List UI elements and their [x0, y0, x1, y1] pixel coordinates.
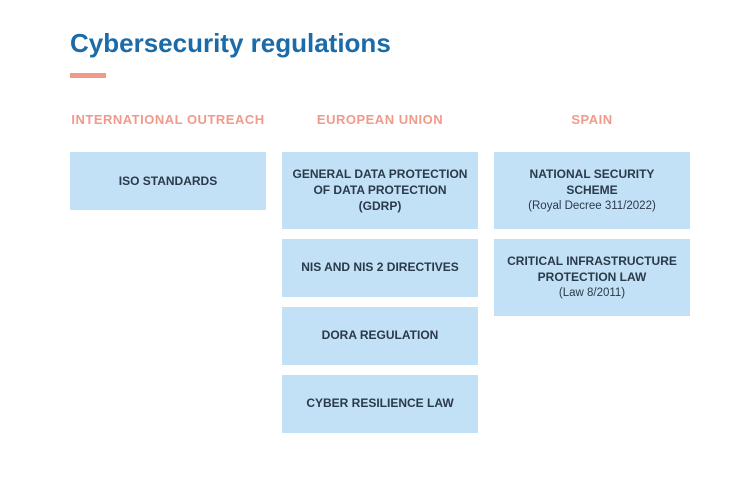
column-header-international: INTERNATIONAL OUTREACH — [70, 98, 266, 142]
regulation-sub: (Law 8/2011) — [559, 286, 625, 302]
column-header-spain: SPAIN — [494, 98, 690, 142]
column-header-eu: EUROPEAN UNION — [282, 98, 478, 142]
regulation-main: NATIONAL SECURITY SCHEME — [504, 166, 680, 198]
regulation-box: CYBER RESILIENCE LAW — [282, 375, 478, 433]
regulation-main: DORA REGULATION — [322, 327, 439, 343]
regulation-box: NATIONAL SECURITY SCHEME (Royal Decree 3… — [494, 152, 690, 229]
column-international: INTERNATIONAL OUTREACH ISO STANDARDS — [70, 98, 266, 443]
regulation-main: CRITICAL INFRASTRUCTURE PROTECTION LAW — [504, 253, 680, 285]
regulation-box: GENERAL DATA PROTECTION OF DATA PROTECTI… — [282, 152, 478, 229]
regulation-main: NIS AND NIS 2 DIRECTIVES — [301, 259, 459, 275]
regulation-main: ISO STANDARDS — [119, 173, 217, 189]
regulation-main: GENERAL DATA PROTECTION OF DATA PROTECTI… — [292, 166, 468, 215]
columns-container: INTERNATIONAL OUTREACH ISO STANDARDS EUR… — [70, 98, 690, 443]
regulation-box: DORA REGULATION — [282, 307, 478, 365]
regulation-box: CRITICAL INFRASTRUCTURE PROTECTION LAW (… — [494, 239, 690, 316]
regulation-box: NIS AND NIS 2 DIRECTIVES — [282, 239, 478, 297]
regulation-sub: (Royal Decree 311/2022) — [528, 199, 656, 215]
page-title: Cybersecurity regulations — [70, 28, 690, 59]
accent-bar — [70, 73, 106, 78]
column-eu: EUROPEAN UNION GENERAL DATA PROTECTION O… — [282, 98, 478, 443]
column-spain: SPAIN NATIONAL SECURITY SCHEME (Royal De… — [494, 98, 690, 443]
regulation-main: CYBER RESILIENCE LAW — [306, 395, 453, 411]
regulation-box: ISO STANDARDS — [70, 152, 266, 210]
